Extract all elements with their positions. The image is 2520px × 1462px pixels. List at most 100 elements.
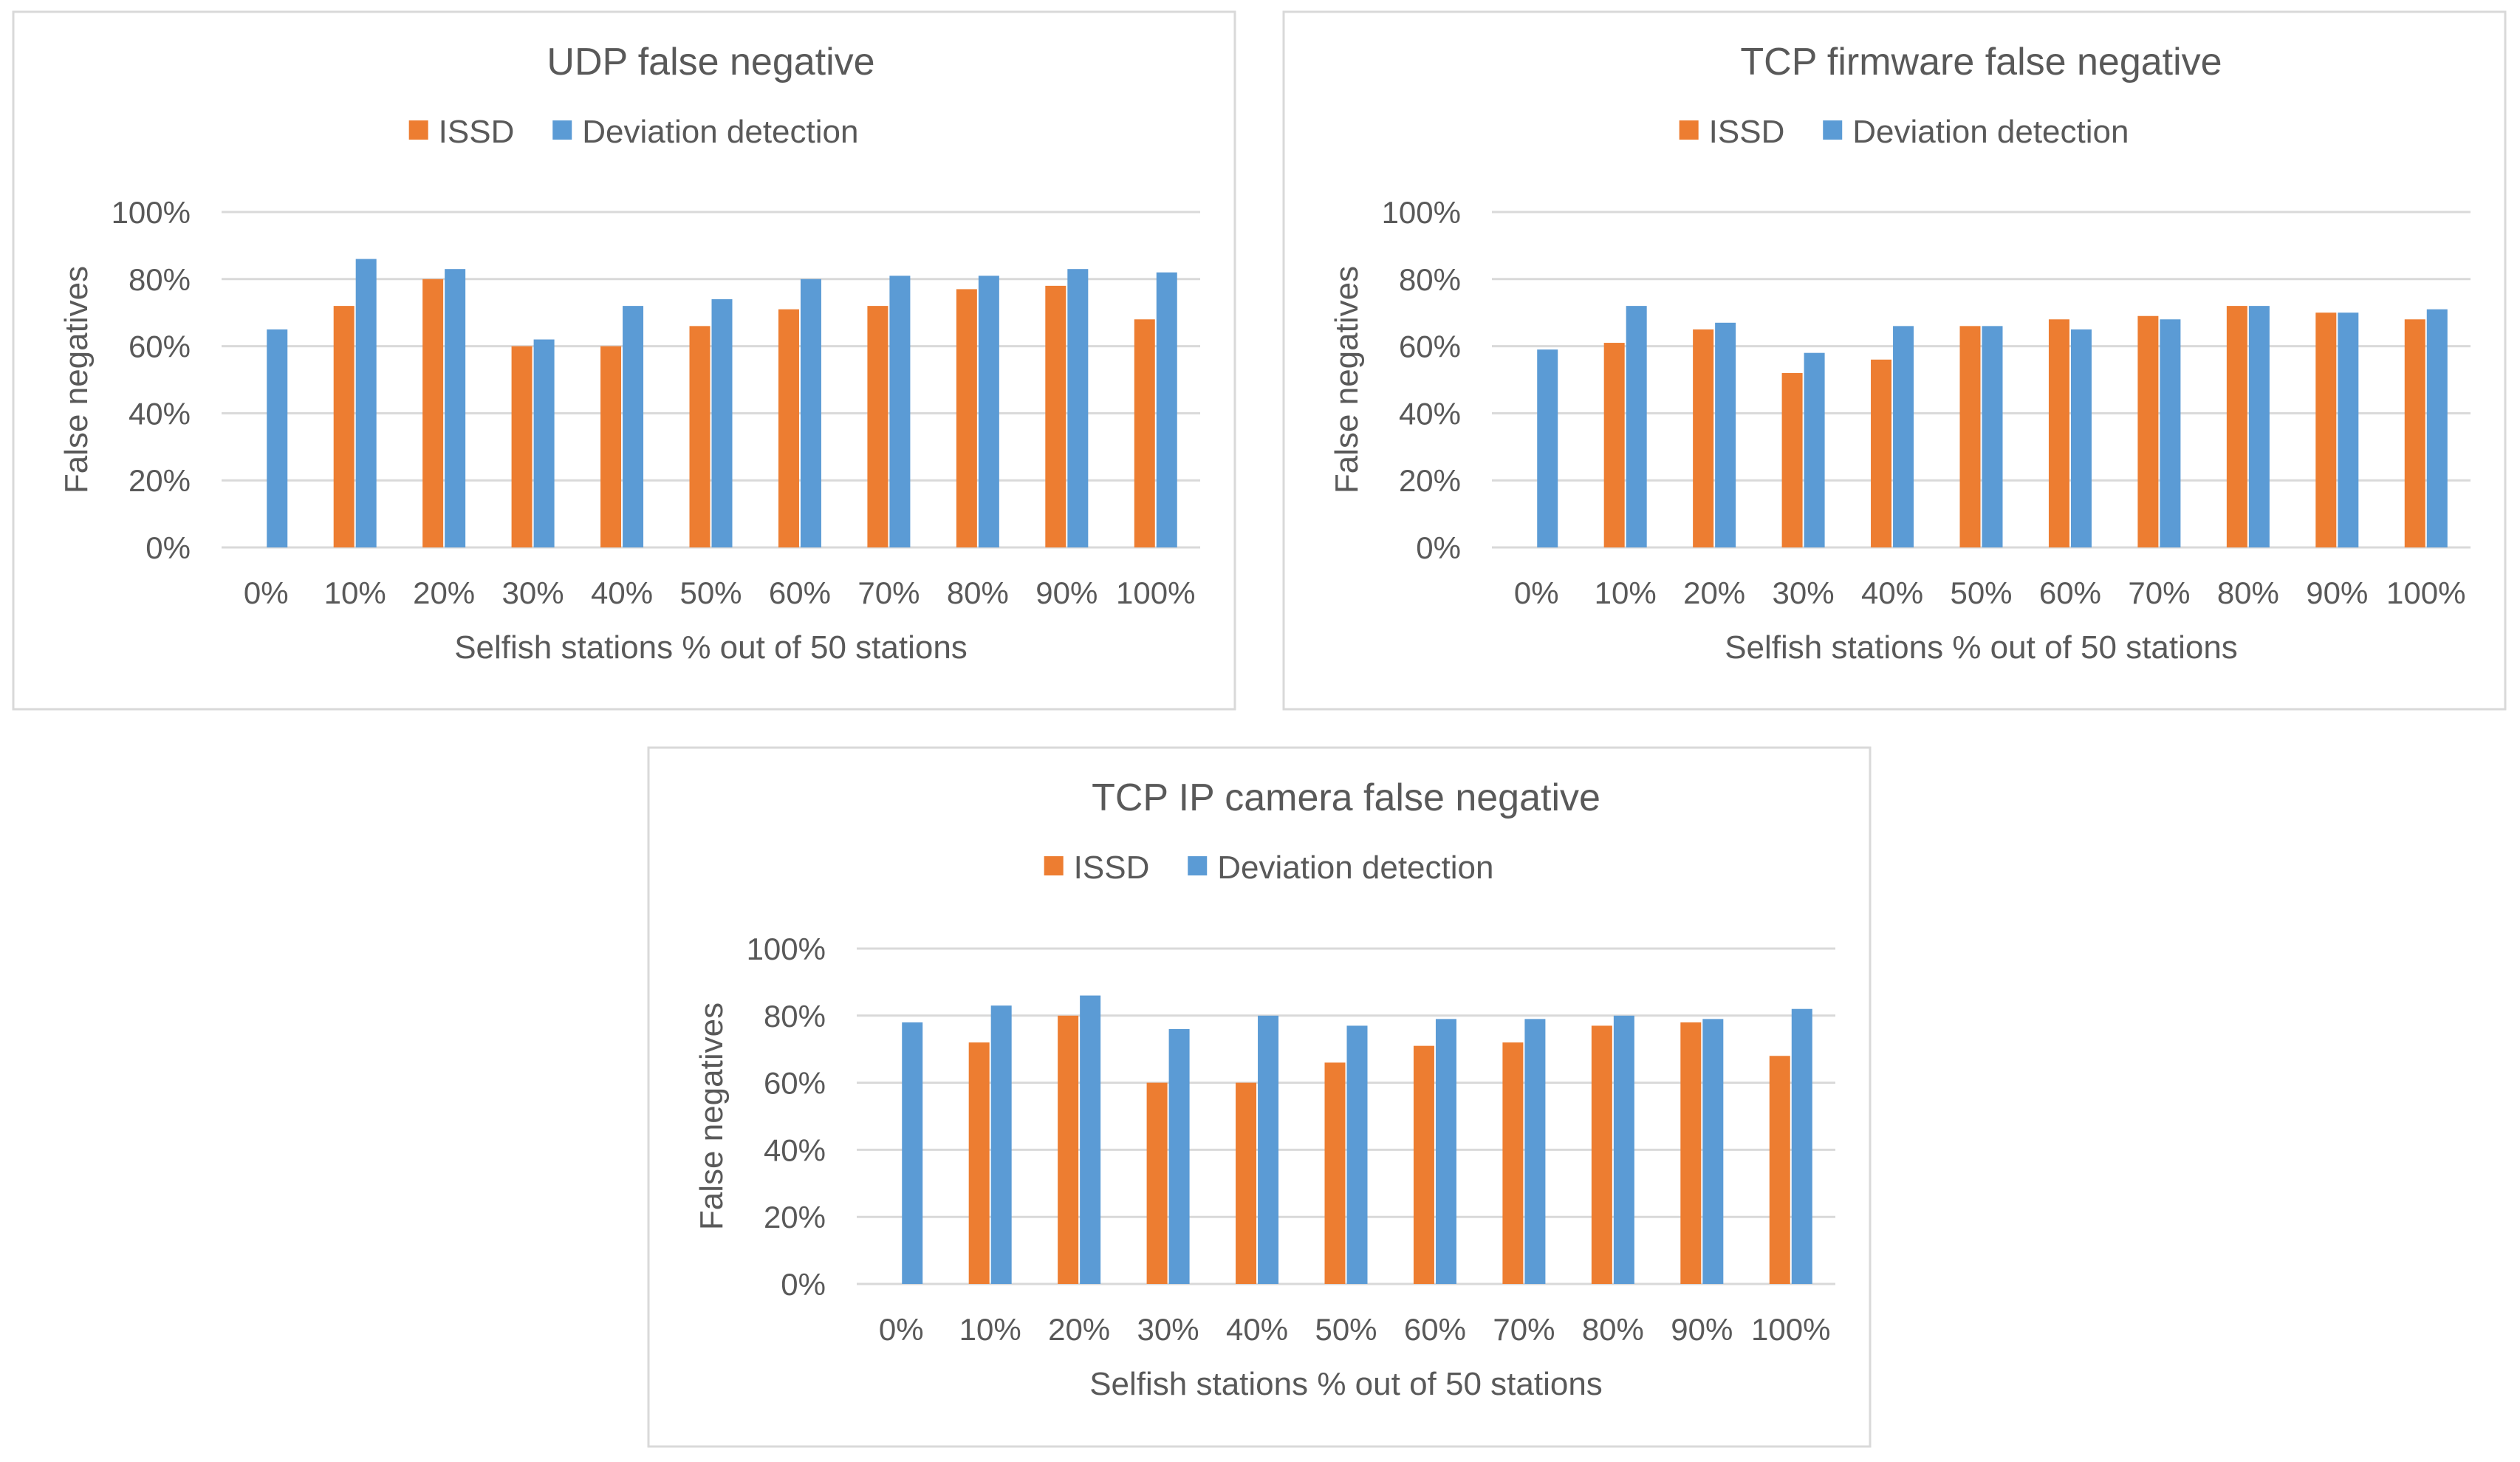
x-tick-label: 40% [1861,575,1923,610]
x-tick-label: 50% [1950,575,2012,610]
bar-deviation-100pct [2426,309,2448,547]
chart-title: UDP false negative [547,41,874,83]
bar-issd-70pct [867,306,888,547]
chart-gridlines [1492,211,2471,549]
bar-deviation-0pct [902,1022,923,1284]
x-tick-label: 90% [1035,575,1098,610]
bar-issd-30pct [1781,372,1803,547]
x-tick-label: 70% [857,575,920,610]
chart-title: TCP IP camera false negative [1092,776,1600,819]
x-tick-label: 70% [1493,1312,1555,1347]
chart-bars [1537,306,2448,547]
y-tick-label: 0% [781,1267,826,1302]
legend-swatch-deviation [552,120,572,140]
x-tick-label: 40% [591,575,653,610]
bar-issd-80pct [2226,306,2247,547]
bar-issd-80pct [1591,1025,1612,1284]
y-tick-label: 100% [747,932,826,966]
bar-issd-20pct [1693,329,1714,547]
x-tick-label: 80% [947,575,1009,610]
bar-deviation-10pct [1626,306,1647,547]
bar-deviation-50pct [1346,1025,1368,1284]
x-tick-label: 90% [2306,575,2368,610]
legend-swatch-issd [1044,856,1064,875]
y-tick-label: 40% [764,1133,826,1167]
y-tick-label: 80% [129,262,191,297]
x-tick-label: 60% [2039,575,2101,610]
x-tick-label: 20% [1048,1312,1110,1347]
chart-title: TCP firmware false negative [1740,41,2222,83]
bar-deviation-20pct [445,269,466,547]
y-tick-label: 20% [1399,463,1461,498]
legend-label-deviation: Deviation detection [582,114,858,150]
bar-deviation-70pct [889,276,911,547]
bar-deviation-40pct [1893,326,1914,547]
bar-deviation-30pct [1804,352,1825,547]
bar-deviation-60pct [2070,329,2092,547]
bar-issd-30pct [511,346,533,547]
bar-issd-100pct [1134,319,1155,547]
chart-legend: ISSD Deviation detection [408,114,858,150]
bar-issd-100pct [1769,1056,1790,1284]
x-axis-title: Selfish stations % out of 50 stations [1089,1366,1603,1402]
bar-issd-90pct [1680,1022,1702,1284]
x-tick-label: 60% [769,575,831,610]
bar-issd-50pct [1959,326,1981,547]
bar-issd-60pct [1413,1045,1434,1284]
legend-swatch-issd [1679,120,1699,140]
x-tick-label: 0% [879,1312,924,1347]
bar-issd-90pct [2315,312,2337,547]
bar-issd-60pct [778,309,799,547]
x-tick-label: 10% [324,575,386,610]
chart-bars [267,259,1177,547]
bar-issd-80pct [956,289,977,547]
bar-issd-30pct [1146,1082,1168,1284]
x-tick-label: 30% [1137,1312,1199,1347]
legend-swatch-deviation [1823,120,1843,140]
x-tick-label: 20% [413,575,475,610]
x-tick-label: 80% [2217,575,2279,610]
y-axis-title: False negatives [694,1002,730,1230]
y-tick-label: 60% [764,1066,826,1101]
x-tick-label: 100% [1751,1312,1830,1347]
legend-label-issd: ISSD [1074,850,1150,886]
legend-swatch-deviation [1188,856,1208,875]
x-tick-label: 90% [1671,1312,1733,1347]
y-tick-label: 60% [1399,329,1461,364]
chart-legend: ISSD Deviation detection [1044,850,1493,886]
bar-issd-60pct [2048,319,2069,547]
chart-legend: ISSD Deviation detection [1679,114,2129,150]
y-axis-title: False negatives [58,266,95,493]
y-axis-title: False negatives [1329,266,1365,493]
x-tick-label: 80% [1582,1312,1644,1347]
bar-deviation-70pct [1524,1019,1546,1284]
x-tick-label: 30% [502,575,564,610]
bar-deviation-30pct [1168,1028,1190,1284]
bar-issd-20pct [422,279,444,547]
y-tick-label: 40% [1399,396,1461,431]
bar-deviation-20pct [1080,995,1101,1284]
y-tick-label: 100% [1382,195,1461,230]
x-tick-label: 50% [679,575,742,610]
bar-deviation-80pct [1613,1015,1634,1284]
y-tick-label: 0% [1416,530,1461,565]
bar-deviation-70pct [2160,319,2181,547]
bar-issd-40pct [1871,359,1892,547]
x-tick-label: 100% [1116,575,1195,610]
chart-gridlines [857,947,1835,1285]
bar-issd-10pct [968,1042,990,1284]
y-tick-label: 40% [129,396,191,431]
bar-deviation-80pct [978,276,999,547]
x-tick-label: 10% [959,1312,1021,1347]
bar-deviation-50pct [1982,326,2003,547]
chart-panel-2: TCP firmware false negative ISSD Deviation… [1282,10,2507,711]
bar-deviation-100pct [1156,272,1177,547]
bar-deviation-80pct [2248,306,2270,547]
bar-deviation-0pct [267,329,288,547]
bar-deviation-50pct [711,299,733,547]
bar-deviation-10pct [990,1005,1012,1284]
chart-panel-3: TCP IP camera false negative ISSD Deviatio… [647,746,1872,1448]
bar-deviation-40pct [623,306,644,547]
chart-gridlines [222,211,1200,549]
